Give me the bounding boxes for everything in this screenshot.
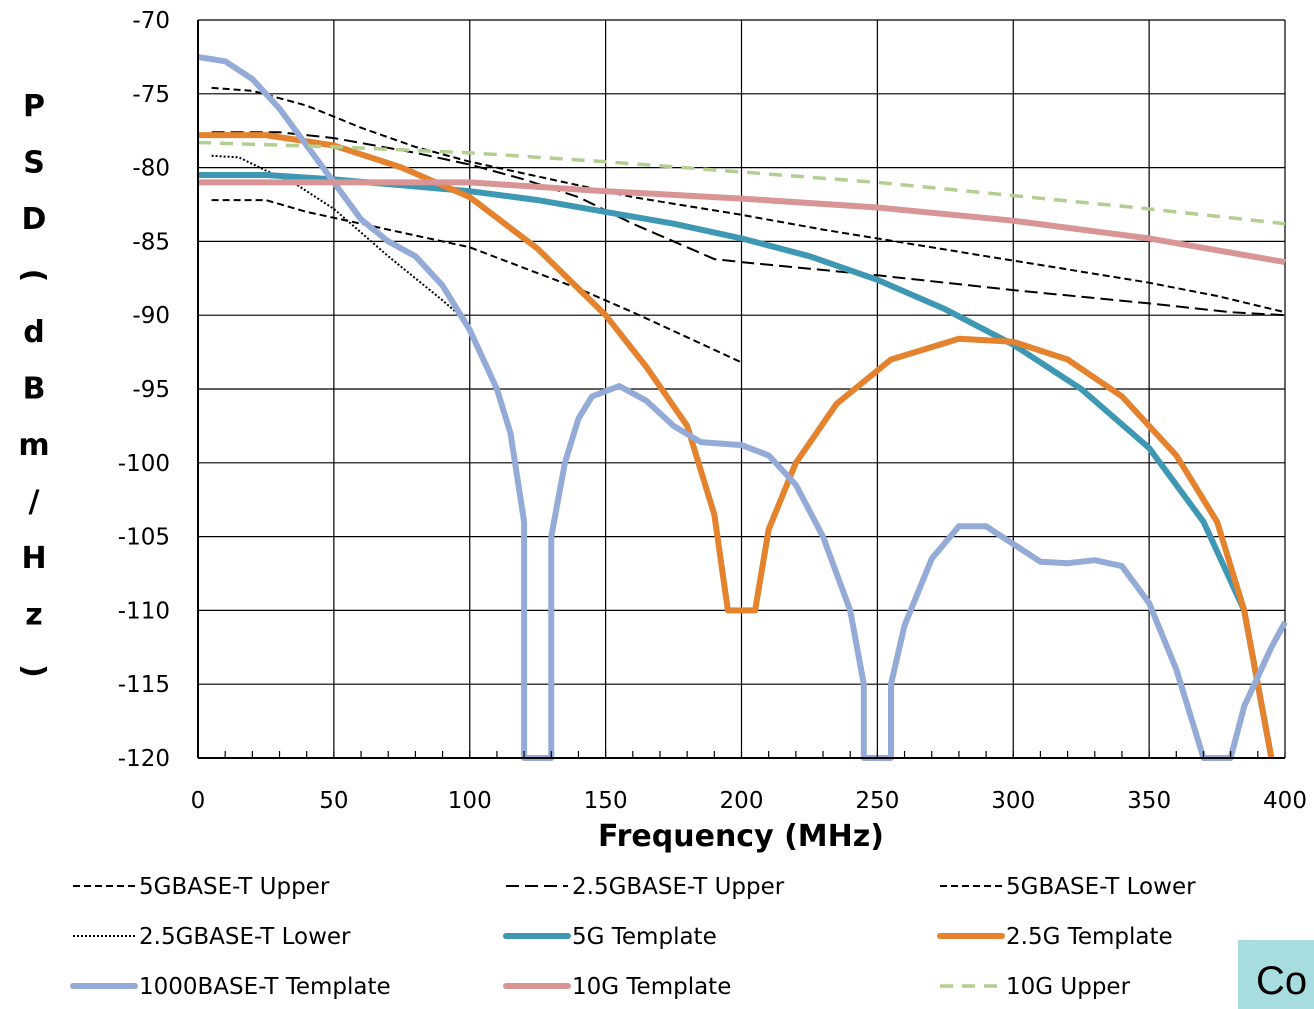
- svg-text:): ): [16, 664, 51, 678]
- y-tick-label-3: -85: [132, 229, 170, 255]
- y-axis-label-char: (: [16, 269, 51, 283]
- y-tick-label-10: -120: [118, 746, 170, 772]
- legend-entry: 5G Template: [503, 924, 717, 950]
- svg-text:m: m: [18, 428, 49, 463]
- x-tick-label-0: 0: [191, 788, 206, 814]
- y-axis-label-char: /: [29, 485, 40, 520]
- svg-text:S: S: [23, 146, 45, 181]
- legend-label: 10G Template: [572, 974, 731, 1000]
- y-axis-label-char: D: [22, 202, 47, 237]
- x-tick-label-6: 300: [991, 788, 1035, 814]
- legend-label: 5GBASE-T Lower: [1006, 874, 1196, 900]
- svg-text:D: D: [22, 202, 47, 237]
- y-axis-label-char: H: [21, 541, 46, 576]
- series-line-2-5gbase-t-upper: [211, 131, 1286, 317]
- x-tick-label-4: 200: [720, 788, 764, 814]
- y-tick-label-0: -70: [132, 8, 170, 34]
- legend: 5GBASE-T Upper 2.5GBASE-T Upper 5GBASE-T L…: [70, 874, 1196, 1000]
- y-tick-label-4: -90: [132, 303, 170, 329]
- grid: [197, 19, 1286, 759]
- legend-label: 2.5G Template: [1006, 924, 1173, 950]
- x-tick-labels: 0 50 100 150 200 250 300 350 400: [191, 788, 1307, 814]
- legend-label: 1000BASE-T Template: [139, 974, 391, 1000]
- series-line-5g-template: [198, 172, 1275, 759]
- legend-label: 5GBASE-T Upper: [139, 874, 330, 900]
- legend-entry: 10G Upper: [940, 974, 1131, 1000]
- cut-off-text: Co: [1256, 959, 1307, 1003]
- y-tick-labels: -70 -75 -80 -85 -90 -95 -100 -105 -110 -115 -120: [118, 8, 170, 772]
- x-tick-label-2: 100: [448, 788, 492, 814]
- legend-label: 5G Template: [572, 924, 717, 950]
- svg-text:/: /: [29, 485, 40, 520]
- series-layer: [197, 53, 1288, 761]
- legend-label: 2.5GBASE-T Lower: [139, 924, 351, 950]
- y-tick-label-2: -80: [132, 156, 170, 182]
- y-axis-label-char: S: [23, 146, 45, 181]
- y-tick-label-7: -105: [118, 525, 170, 551]
- x-tick-label-8: 400: [1263, 788, 1307, 814]
- y-axis-label-char: z: [25, 598, 42, 633]
- y-axis-label-char: ): [16, 664, 51, 678]
- axes: [197, 20, 1286, 759]
- y-tick-label-8: -110: [118, 598, 170, 624]
- y-axis-label: PSD ( dBm / Hz): [16, 89, 51, 678]
- x-tick-label-1: 50: [319, 788, 348, 814]
- y-tick-label-6: -100: [118, 451, 170, 477]
- svg-text:P: P: [23, 89, 45, 124]
- series-line-10g-upper: [197, 140, 1286, 226]
- legend-entry: 1000BASE-T Template: [70, 974, 391, 1000]
- series-line-5gbase-t-lower: [211, 199, 742, 364]
- legend-entry: 5GBASE-T Lower: [940, 874, 1196, 900]
- y-axis-label-char: B: [23, 372, 46, 407]
- x-axis-label: Frequency (MHz): [598, 819, 884, 854]
- series-line-5gbase-t-upper: [211, 86, 1286, 314]
- svg-text:(: (: [16, 269, 51, 283]
- y-tick-label-5: -95: [132, 377, 170, 403]
- x-tick-label-7: 350: [1127, 788, 1171, 814]
- series-line-1000base-t-template: [197, 53, 1288, 761]
- x-tick-label-3: 150: [584, 788, 628, 814]
- legend-label: 10G Upper: [1006, 974, 1131, 1000]
- series-line-2-5g-template: [198, 132, 1275, 759]
- legend-entry: 2.5G Template: [937, 924, 1173, 950]
- svg-text:H: H: [21, 541, 46, 576]
- y-tick-label-9: -115: [118, 672, 170, 698]
- svg-text:d: d: [23, 315, 44, 350]
- cut-off-box: Co: [1238, 940, 1314, 1009]
- legend-label: 2.5GBASE-T Upper: [572, 874, 785, 900]
- x-tick-label-5: 250: [855, 788, 899, 814]
- series-line-10g-template: [198, 179, 1286, 266]
- svg-text:B: B: [23, 372, 46, 407]
- legend-entry: 10G Template: [503, 974, 731, 1000]
- series-line-2-5gbase-t-lower: [211, 154, 471, 325]
- legend-entry: 2.5GBASE-T Upper: [506, 874, 785, 900]
- legend-entry: 2.5GBASE-T Lower: [73, 924, 351, 950]
- legend-entry: 5GBASE-T Upper: [73, 874, 330, 900]
- y-axis-label-char: m: [18, 428, 49, 463]
- svg-text:z: z: [25, 598, 42, 633]
- y-axis-label-char: P: [23, 89, 45, 124]
- y-tick-label-1: -75: [132, 82, 170, 108]
- y-axis-label-char: d: [23, 315, 44, 350]
